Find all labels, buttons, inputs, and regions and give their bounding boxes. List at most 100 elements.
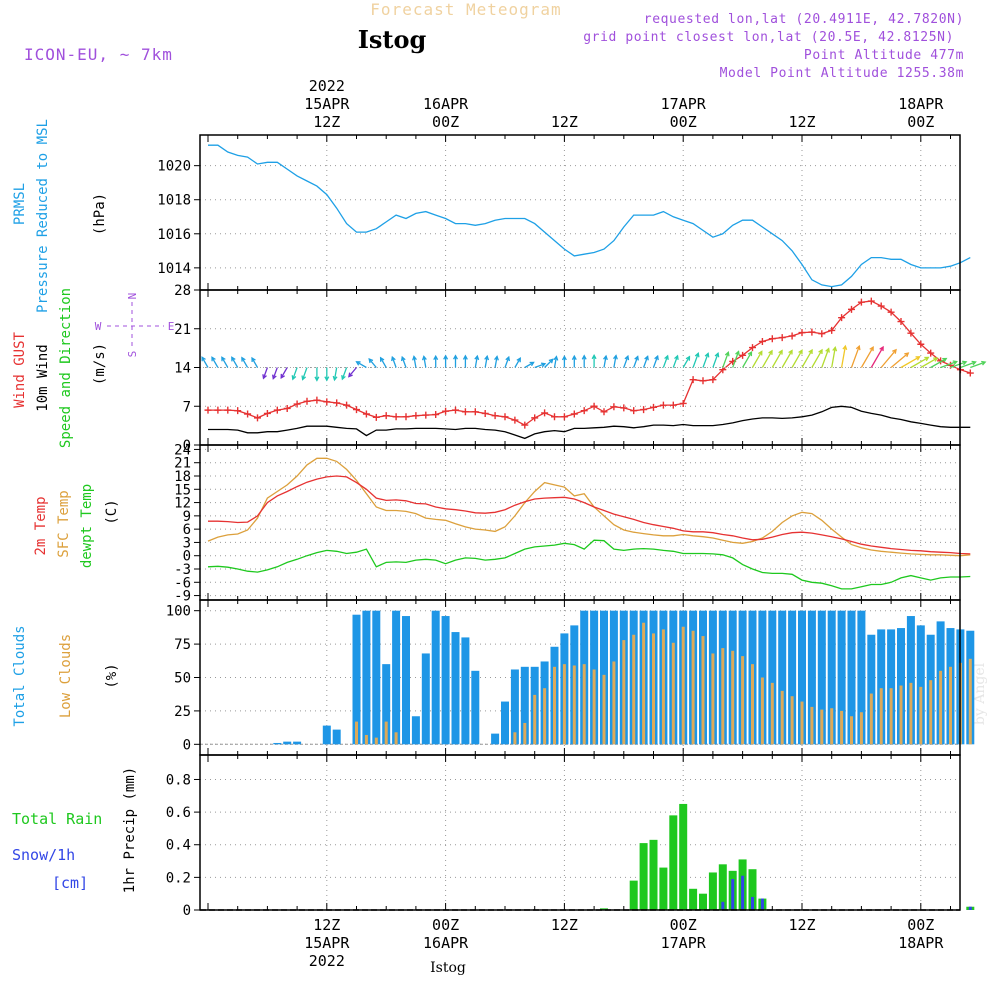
low-clouds-bar (642, 622, 646, 745)
total-clouds-bar (322, 725, 331, 745)
total-clouds-bar (382, 664, 391, 745)
wind-arrow-shaft (880, 349, 897, 368)
gust-point (917, 340, 925, 348)
gust-point (501, 413, 509, 421)
gust-point (372, 413, 380, 421)
top-time-label: 12Z (788, 113, 815, 131)
wind-ytick-label: 14 (174, 361, 191, 377)
rain-bar (718, 864, 727, 910)
wind-arrow-shaft (821, 348, 830, 368)
wind-arrow-head (379, 356, 385, 362)
low-clouds-bar (543, 688, 547, 745)
wind-ytick-label: 28 (174, 283, 191, 299)
total-clouds-bar (798, 610, 806, 745)
low-clouds-bar (731, 650, 735, 745)
wind-arrow (742, 350, 753, 368)
pressure-ytick-label: 1014 (157, 261, 191, 277)
wind-arrow (950, 360, 968, 369)
wind-arrow (970, 360, 987, 369)
wind-arrow-shaft (534, 363, 546, 369)
wind-arrow (379, 356, 387, 368)
gust-point (303, 397, 311, 405)
wind-arrow-shaft (221, 356, 229, 368)
wind-arrow-head (355, 361, 361, 366)
gust-point (808, 328, 816, 336)
wind-arrow-head (634, 355, 639, 361)
gust-point (422, 411, 430, 419)
pressure-label-prmsl: PRMSL (12, 183, 28, 225)
gust-point (828, 326, 836, 334)
total-clouds-bar (501, 701, 509, 745)
wind-arrow-head (962, 360, 968, 366)
temp-unit: (C) (104, 499, 120, 524)
gust-point (897, 318, 905, 326)
wind-arrow-head (724, 351, 730, 357)
wind-arrow-shaft (333, 367, 338, 380)
wind-arrow-shaft (860, 346, 874, 368)
wind-arrow-head (915, 356, 921, 361)
gust-point (273, 406, 281, 414)
wind-arrow (652, 354, 659, 368)
wind-arrow (633, 355, 639, 368)
wind-arrow (623, 354, 630, 368)
compass-n: N (126, 293, 139, 300)
wind-arrow (272, 367, 278, 380)
top-time-label: 17APR (661, 95, 707, 113)
wind-arrow (761, 349, 773, 368)
gust-point (491, 412, 499, 420)
wind-arrow (514, 357, 521, 368)
wind-arrow-head (484, 354, 490, 361)
low-clouds-bar (553, 666, 556, 745)
wind-arrow-head (251, 356, 256, 363)
wind-arrow-shaft (940, 361, 957, 369)
wind-arrow (241, 356, 249, 368)
wind-arrow (870, 345, 884, 368)
wind-arrow (280, 367, 288, 380)
wind-arrow-shaft (211, 356, 219, 368)
gust-point (659, 401, 667, 409)
gust-point (610, 403, 618, 411)
gust-point (412, 412, 420, 420)
wind-arrow (732, 350, 740, 368)
rain-bar (708, 872, 717, 910)
wind-arrow-head (758, 350, 763, 356)
gust-point (244, 410, 252, 418)
wind-arrow-head (561, 355, 567, 361)
wind-arrow-shaft (771, 350, 783, 368)
wind-arrow-shaft (761, 350, 773, 368)
wind-arrow-shaft (348, 367, 357, 377)
wind-arrow-head (664, 354, 669, 360)
low-clouds-bar (800, 701, 804, 745)
total-clouds-bar (392, 610, 401, 745)
wind-unit: (m/s) (92, 343, 108, 385)
wind-arrow-head (971, 360, 977, 366)
total-clouds-bar (441, 616, 450, 745)
low-clouds-bar (612, 661, 616, 745)
gust-point (452, 406, 459, 414)
gust-point (551, 413, 558, 421)
gust-point (283, 404, 291, 412)
pressure-ytick-label: 1016 (157, 227, 191, 243)
low-clouds-bar (602, 674, 606, 745)
wind-arrow-head (825, 347, 830, 353)
total-clouds-bar (461, 637, 470, 745)
low-clouds-bar (533, 694, 537, 745)
wind-arrow (781, 349, 793, 368)
wind-arrow-shaft (672, 355, 679, 368)
wind-arrow-head (494, 355, 499, 361)
top-time-label: 00Z (432, 113, 459, 131)
temp-ytick-label: -9 (174, 589, 191, 605)
gust-point (600, 408, 608, 416)
precip-unit: 1hr Precip (mm) (122, 767, 138, 893)
wind-arrow-shaft (890, 352, 909, 368)
gust-point (293, 400, 301, 408)
wind-arrow-head (842, 344, 848, 351)
wind-arrow-head (453, 354, 458, 360)
wind-arrow-shaft (791, 350, 803, 368)
gust-point (877, 302, 885, 310)
low-clouds-bar (741, 656, 745, 745)
low-clouds-bar (661, 629, 665, 745)
wind-arrow-shaft (401, 356, 407, 368)
wind-arrow-head (778, 349, 783, 355)
